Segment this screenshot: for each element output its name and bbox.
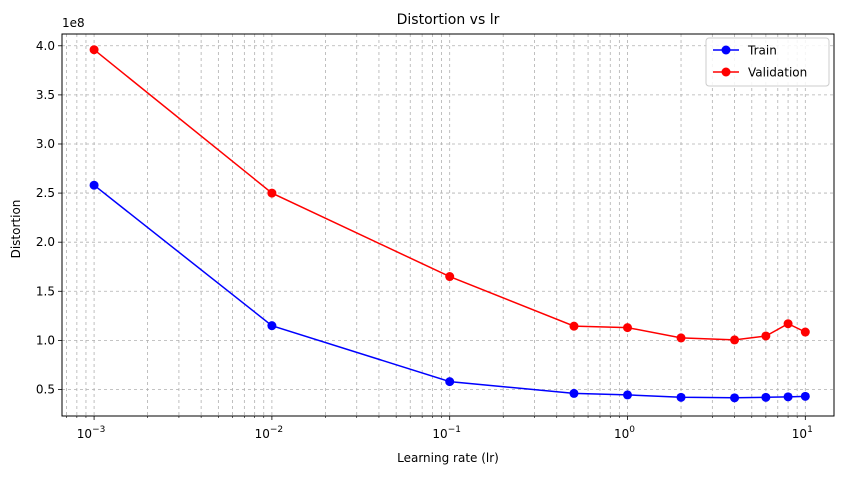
validation-point: [676, 333, 686, 343]
y-tick-label: 1.0: [36, 333, 55, 347]
y-tick-label: 0.5: [36, 382, 55, 396]
train-point: [89, 180, 99, 190]
chart-title: Distortion vs lr: [397, 12, 500, 28]
x-tick-label: 10−3: [77, 425, 106, 441]
y-offset-label: 1e8: [62, 16, 85, 30]
grid: [62, 34, 834, 416]
y-tick-label: 4.0: [36, 39, 55, 53]
legend-train-label: Train: [747, 44, 777, 58]
legend: Train Validation: [705, 37, 830, 87]
validation-point: [730, 335, 740, 345]
validation-point: [800, 327, 810, 337]
x-tick-label: 10−1: [432, 425, 461, 441]
train-point: [267, 321, 277, 331]
validation-point: [89, 45, 99, 55]
train-point: [761, 392, 771, 402]
y-tick-label: 3.5: [36, 88, 55, 102]
y-tick-label: 2.5: [36, 186, 55, 200]
validation-point: [783, 319, 793, 329]
y-axis: 0.5 1.0 1.5 2.0 2.5 3.0 3.5 4.0: [36, 39, 62, 396]
x-axis-label: Learning rate (lr): [397, 451, 499, 465]
train-point: [623, 390, 633, 400]
y-tick-label: 3.0: [36, 137, 55, 151]
series-layer: [89, 45, 810, 403]
validation-series-line: [93, 49, 806, 341]
x-tick-label: 101: [792, 425, 813, 441]
validation-point: [623, 323, 633, 333]
validation-point: [445, 272, 455, 282]
plot-frame: [61, 33, 835, 417]
legend-train-marker: [721, 45, 731, 55]
x-tick-label: 100: [614, 425, 635, 441]
train-point: [569, 388, 579, 398]
x-tick-label: 10−2: [255, 425, 284, 441]
train-point: [445, 377, 455, 387]
y-tick-label: 1.5: [36, 284, 55, 298]
validation-point: [761, 331, 771, 341]
train-point: [730, 393, 740, 403]
train-point: [676, 392, 686, 402]
train-point: [800, 391, 810, 401]
validation-point: [267, 188, 277, 198]
y-axis-label: Distortion: [9, 200, 23, 259]
legend-validation-marker: [721, 67, 731, 77]
train-point: [783, 392, 793, 402]
y-tick-label: 2.0: [36, 235, 55, 249]
legend-validation-label: Validation: [748, 66, 807, 80]
validation-point: [569, 321, 579, 331]
train-series-line: [93, 184, 806, 399]
x-axis: 10−3 10−2 10−1 100 101: [66, 416, 813, 441]
